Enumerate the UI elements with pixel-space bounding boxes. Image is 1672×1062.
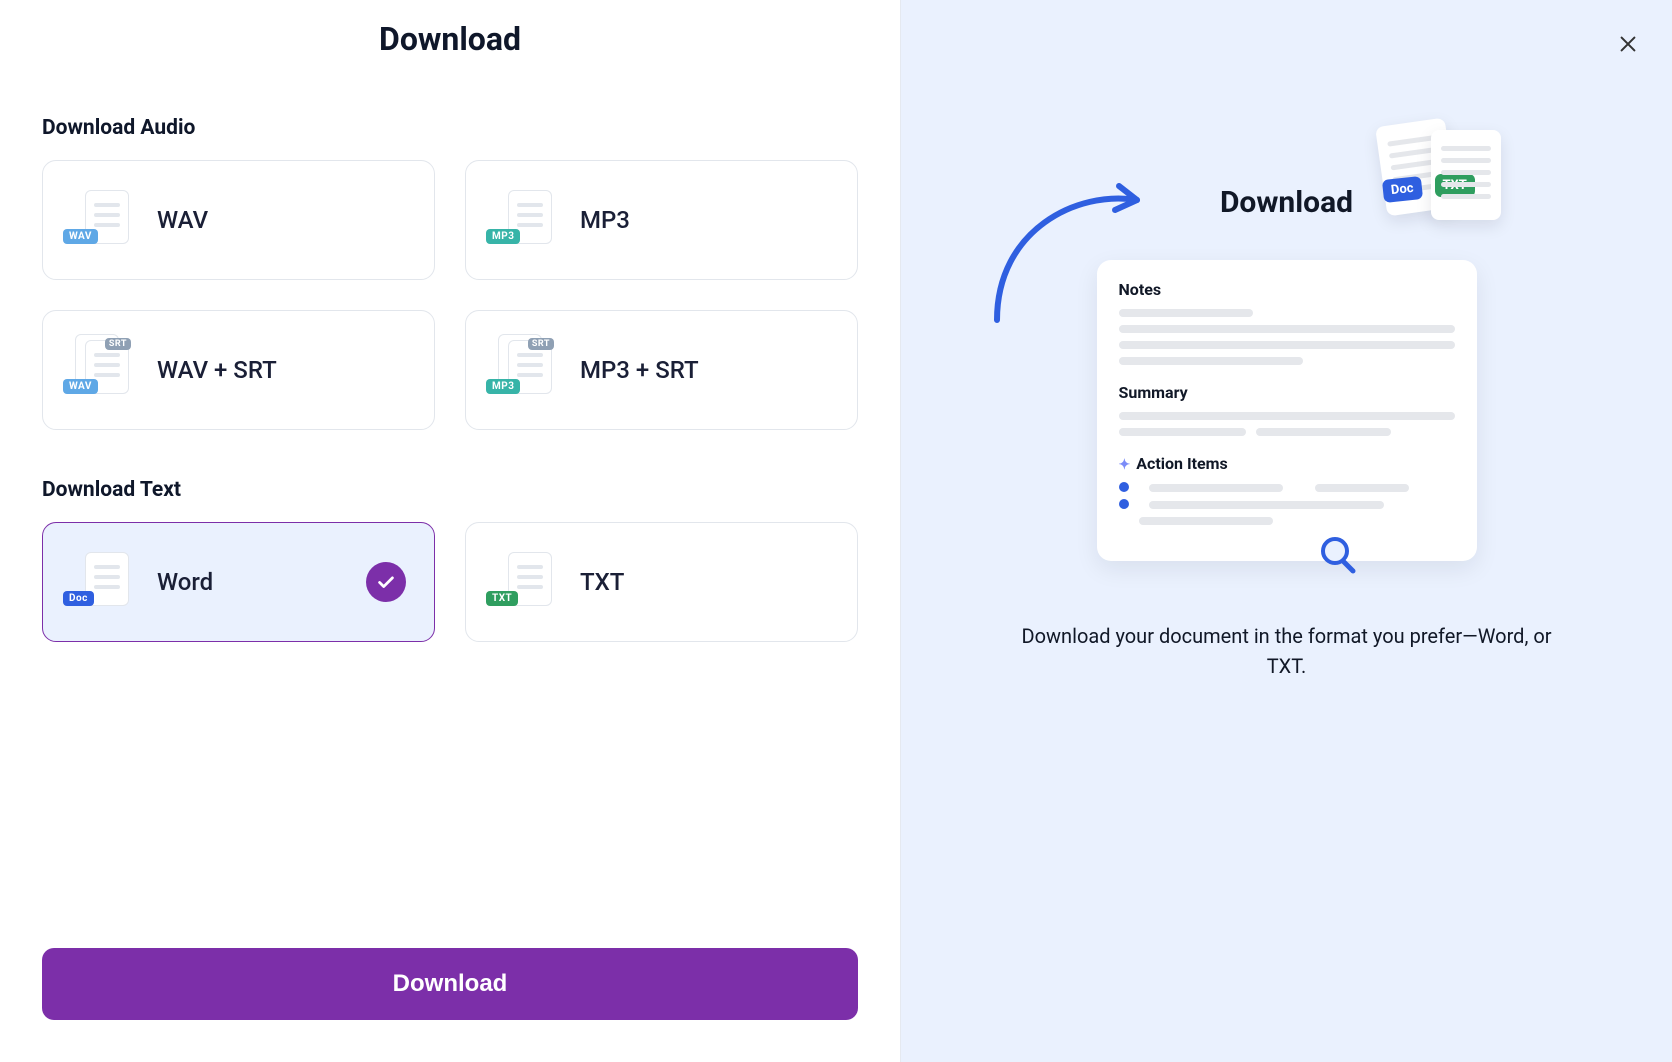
info-title: Download xyxy=(1220,185,1353,220)
download-illustration: Doc TXT Notes Summary ✦Action Items xyxy=(1097,260,1477,561)
preview-heading-summary: Summary xyxy=(1119,383,1455,402)
option-word[interactable]: Doc Word xyxy=(42,522,435,642)
text-options-grid: Doc Word TXT TXT xyxy=(42,522,858,642)
option-label: WAV + SRT xyxy=(157,356,277,384)
audio-options-grid: WAV WAV MP3 MP3 WAV SRT WAV + SRT xyxy=(42,160,858,430)
close-button[interactable] xyxy=(1612,28,1644,60)
text-section-title: Download Text xyxy=(42,478,858,502)
option-wav[interactable]: WAV WAV xyxy=(42,160,435,280)
preview-heading-action: ✦Action Items xyxy=(1119,454,1455,473)
option-label: MP3 xyxy=(580,206,630,234)
info-panel: Download Doc TXT Notes Summary ✦Action I… xyxy=(900,0,1672,1062)
magnifier-icon xyxy=(1317,535,1357,575)
document-preview-card: Notes Summary ✦Action Items xyxy=(1097,260,1477,561)
option-label: Word xyxy=(157,568,213,596)
wav-file-icon: WAV xyxy=(69,190,129,250)
option-label: MP3 + SRT xyxy=(580,356,699,384)
sparkle-icon: ✦ xyxy=(1119,457,1131,473)
selected-check-icon xyxy=(366,562,406,602)
info-description: Download your document in the format you… xyxy=(1017,621,1557,681)
word-file-icon: Doc xyxy=(69,552,129,612)
download-options-panel: Download Download Audio WAV WAV MP3 MP3 … xyxy=(0,0,900,1062)
close-icon xyxy=(1617,33,1639,55)
wav-srt-file-icon: WAV SRT xyxy=(69,340,129,400)
txt-file-icon: TXT xyxy=(492,552,552,612)
mp3-file-icon: MP3 xyxy=(492,190,552,250)
mp3-srt-file-icon: MP3 SRT xyxy=(492,340,552,400)
option-txt[interactable]: TXT TXT xyxy=(465,522,858,642)
page-title: Download xyxy=(42,20,858,58)
download-button[interactable]: Download xyxy=(42,948,858,1020)
preview-heading-notes: Notes xyxy=(1119,280,1455,299)
option-wav-srt[interactable]: WAV SRT WAV + SRT xyxy=(42,310,435,430)
option-mp3[interactable]: MP3 MP3 xyxy=(465,160,858,280)
option-label: WAV xyxy=(157,206,208,234)
option-mp3-srt[interactable]: MP3 SRT MP3 + SRT xyxy=(465,310,858,430)
audio-section-title: Download Audio xyxy=(42,116,858,140)
option-label: TXT xyxy=(580,568,624,596)
